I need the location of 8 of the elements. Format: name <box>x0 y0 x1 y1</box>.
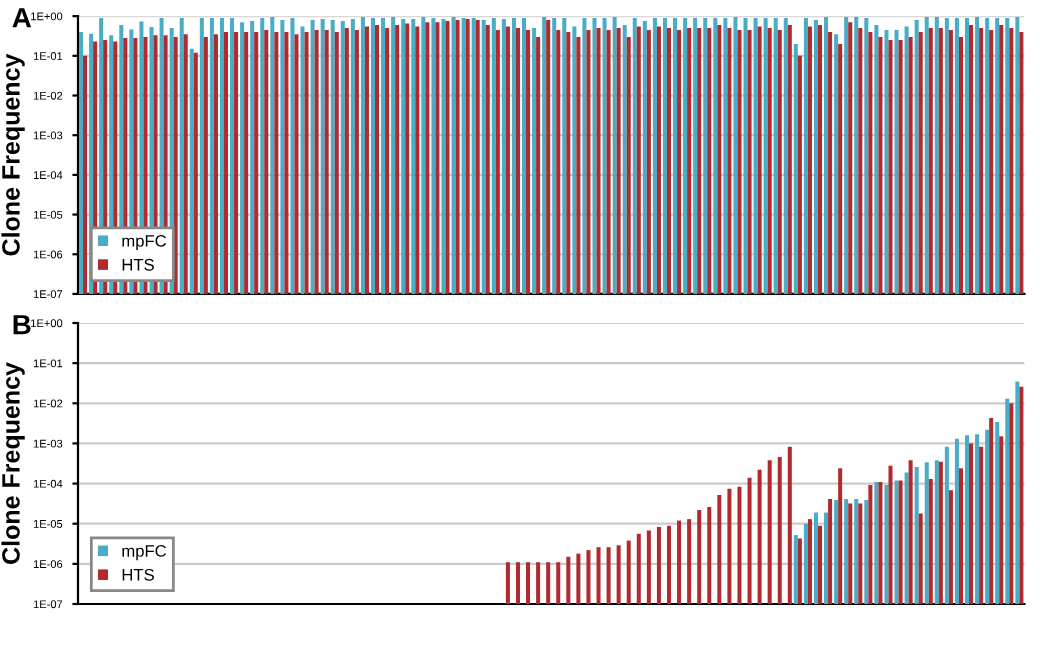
chart-title: B <box>13 315 31 335</box>
legend-label: HTS <box>122 568 154 581</box>
y-axis-title: Clone Frequency <box>1 362 25 564</box>
legend-label: mpFC <box>122 545 167 561</box>
y-axis-title: Clone Frequency <box>1 53 25 256</box>
legend-label: HTS <box>122 258 154 271</box>
chart-title: A <box>12 8 32 28</box>
legend-label: mpFC <box>122 234 167 251</box>
